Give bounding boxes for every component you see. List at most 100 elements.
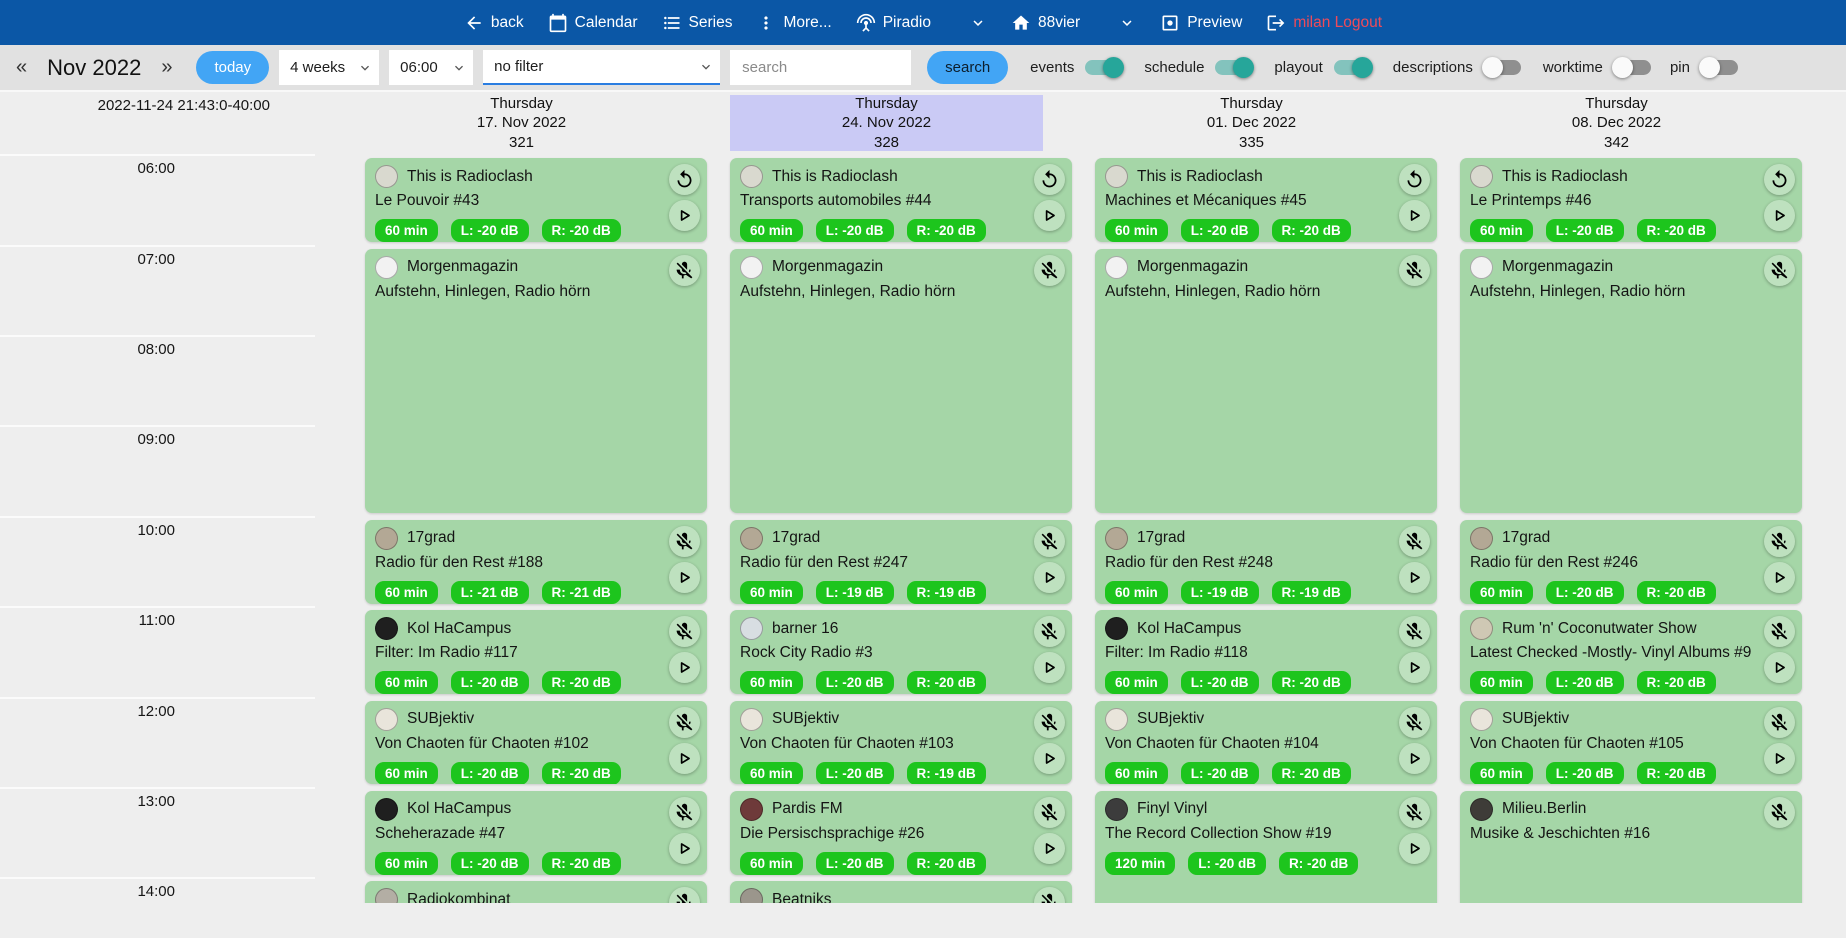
mic-off-icon (1406, 261, 1423, 279)
mic-off-button (669, 525, 700, 557)
event-card[interactable]: This is Radioclash Machines et Mécaniques… (1095, 158, 1437, 243)
toggle-schedule: schedule (1144, 57, 1255, 78)
card-controls (669, 887, 700, 903)
event-card[interactable]: SUBjektiv Von Chaoten für Chaoten #104 60 … (1095, 700, 1437, 785)
play-button[interactable] (1034, 561, 1065, 593)
event-card[interactable]: Morgenmagazin Aufstehn, Hinlegen, Radio h… (365, 248, 707, 514)
event-card[interactable]: 17grad Radio für den Rest #247 60 min L: -1… (730, 519, 1072, 604)
toggle-schedule-switch[interactable] (1215, 57, 1255, 78)
event-card[interactable]: Milieu.Berlin Musike & Jeschichten #16 (1460, 790, 1802, 903)
play-button[interactable] (669, 200, 700, 232)
toggle-worktime-switch[interactable] (1611, 57, 1651, 78)
event-card[interactable]: SUBjektiv Von Chaoten für Chaoten #102 60 … (365, 700, 707, 785)
event-card[interactable]: Pardis FM Die Persischsprachige #26 60 min… (730, 790, 1072, 875)
hour-line (0, 877, 315, 880)
badge-row: 60 min L: -20 dB R: -20 dB (1470, 580, 1792, 604)
nav-piradio[interactable]: Piradio (856, 13, 931, 33)
day-header-weekday: Thursday (855, 94, 918, 112)
toggle-pin-switch[interactable] (1699, 57, 1738, 78)
event-card[interactable]: Morgenmagazin Aufstehn, Hinlegen, Radio h… (730, 248, 1072, 514)
right-level-badge: R: -20 dB (1279, 851, 1359, 875)
event-card[interactable]: Kol HaCampus Filter: Im Radio #117 60 min L… (365, 610, 707, 694)
logout-icon (1267, 15, 1285, 30)
day-header[interactable]: Thursday 17. Nov 2022 321 (365, 95, 678, 151)
today-button[interactable]: today (196, 51, 270, 84)
search-input[interactable] (730, 50, 912, 85)
play-button[interactable] (1399, 742, 1430, 774)
play-button[interactable] (1399, 200, 1430, 232)
event-card[interactable]: Rum 'n' Coconutwater Show Latest Checked … (1460, 610, 1802, 694)
play-button[interactable] (1034, 832, 1065, 864)
play-button[interactable] (1764, 742, 1795, 774)
play-button[interactable] (669, 561, 700, 593)
filter-select[interactable]: no filter (483, 50, 721, 85)
start-time-select[interactable]: 06:00 (389, 50, 474, 85)
event-card[interactable]: SUBjektiv Von Chaoten für Chaoten #105 60 … (1460, 700, 1802, 785)
play-button[interactable] (1399, 832, 1430, 864)
back-button[interactable]: back (464, 13, 524, 33)
event-card[interactable]: This is Radioclash Le Printemps #46 60 min… (1460, 158, 1802, 243)
play-button[interactable] (1034, 742, 1065, 774)
toggle-descriptions-switch[interactable] (1481, 57, 1521, 78)
play-button[interactable] (669, 652, 700, 684)
show-title: Morgenmagazin (1502, 258, 1614, 276)
station-dropdown-chevron-icon[interactable] (1118, 14, 1136, 32)
event-card[interactable]: This is Radioclash Transports automobiles… (730, 158, 1072, 243)
event-card-header: Rum 'n' Coconutwater Show (1470, 617, 1792, 641)
event-card-header: This is Radioclash (375, 165, 697, 189)
event-card[interactable]: 17grad Radio für den Rest #188 60 min L: -2… (365, 519, 707, 604)
event-card[interactable]: Beatniks (730, 881, 1072, 903)
play-button[interactable] (1764, 652, 1795, 684)
play-button[interactable] (1764, 561, 1795, 593)
event-card[interactable]: 17grad Radio für den Rest #248 60 min L: -1… (1095, 519, 1437, 604)
play-button[interactable] (1034, 652, 1065, 684)
next-month-button[interactable]: » (157, 56, 176, 79)
event-card[interactable]: Morgenmagazin Aufstehn, Hinlegen, Radio h… (1460, 248, 1802, 514)
event-card[interactable]: Kol HaCampus Scheherazade #47 60 min L: -20… (365, 790, 707, 875)
left-level-badge: L: -20 dB (1180, 671, 1259, 694)
day-header[interactable]: Thursday 24. Nov 2022 328 (730, 95, 1043, 151)
toggle-playout-switch[interactable] (1333, 57, 1373, 78)
event-card-header: SUBjektiv (1105, 707, 1427, 731)
nav-station[interactable]: 88vier (1011, 13, 1080, 33)
nav-series[interactable]: Series (662, 13, 732, 33)
event-card[interactable]: barner 16 Rock City Radio #3 60 min L: -20 … (730, 610, 1072, 694)
event-card[interactable]: SUBjektiv Von Chaoten für Chaoten #103 60 … (730, 700, 1072, 785)
event-card[interactable]: Finyl Vinyl The Record Collection Show #1… (1095, 790, 1437, 903)
replay-button[interactable] (1764, 164, 1795, 196)
event-card[interactable]: 17grad Radio für den Rest #246 60 min L: -2… (1460, 519, 1802, 604)
play-button[interactable] (1764, 200, 1795, 232)
badge-row: 60 min L: -20 dB R: -20 dB (375, 851, 697, 875)
replay-button[interactable] (1399, 164, 1430, 196)
mic-off-icon (676, 622, 693, 640)
play-button[interactable] (1034, 200, 1065, 232)
replay-button[interactable] (669, 164, 700, 196)
piradio-dropdown-chevron-icon[interactable] (969, 14, 987, 32)
replay-button[interactable] (1034, 164, 1065, 196)
logout-button[interactable]: milan Logout (1266, 13, 1382, 33)
nav-calendar[interactable]: Calendar (548, 13, 638, 33)
search-button[interactable]: search (927, 51, 1009, 84)
mic-off-icon (1771, 261, 1788, 279)
day-header-day-number: 321 (508, 133, 535, 151)
show-avatar (375, 707, 398, 731)
play-button[interactable] (1399, 561, 1430, 593)
day-header[interactable]: Thursday 01. Dec 2022 335 (1095, 95, 1408, 151)
toggle-events-switch[interactable] (1085, 57, 1125, 78)
event-card[interactable]: Morgenmagazin Aufstehn, Hinlegen, Radio h… (1095, 248, 1437, 514)
show-title: This is Radioclash (1137, 167, 1263, 185)
right-level-badge: R: -20 dB (1271, 219, 1351, 243)
prev-month-button[interactable]: « (12, 56, 31, 79)
play-button[interactable] (669, 742, 700, 774)
nav-more[interactable]: More... (756, 13, 832, 33)
play-button[interactable] (1399, 652, 1430, 684)
event-card[interactable]: Kol HaCampus Filter: Im Radio #118 60 min L… (1095, 610, 1437, 694)
event-card[interactable]: This is Radioclash Le Pouvoir #43 60 min L:… (365, 158, 707, 243)
badge-row: 60 min L: -20 dB R: -19 dB (740, 761, 1062, 785)
range-select[interactable]: 4 weeks (279, 50, 380, 85)
play-icon (1775, 662, 1785, 673)
play-button[interactable] (669, 832, 700, 864)
event-card[interactable]: Radiokombinat (365, 881, 707, 903)
day-header[interactable]: Thursday 08. Dec 2022 342 (1460, 95, 1773, 151)
nav-preview[interactable]: Preview (1160, 13, 1242, 33)
